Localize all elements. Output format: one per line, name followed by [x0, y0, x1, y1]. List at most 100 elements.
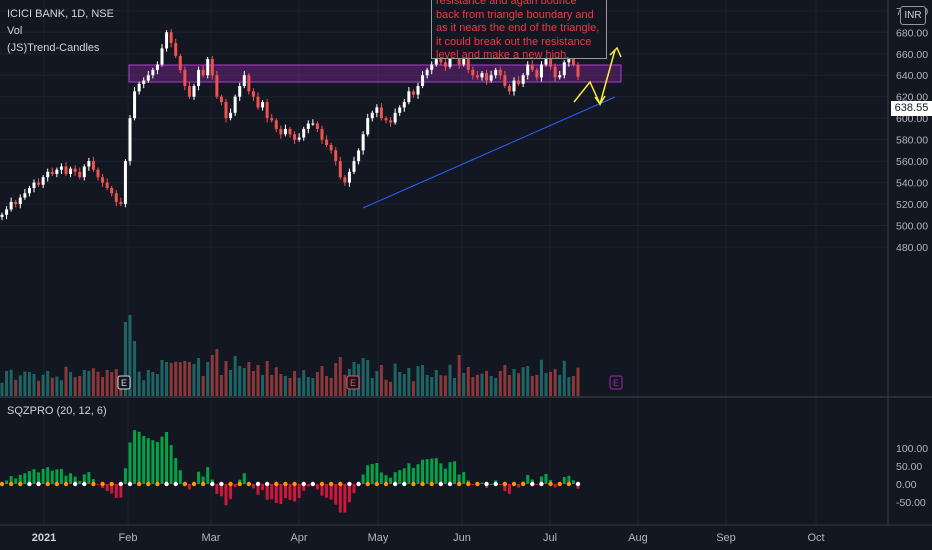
candle — [91, 156, 95, 172]
price-tick-label: 560.00 — [896, 156, 928, 168]
sqz-bar — [457, 474, 461, 484]
sqz-dot — [347, 481, 352, 487]
volume-bar — [18, 375, 22, 396]
candle — [37, 178, 41, 187]
volume-bar — [41, 374, 45, 396]
sqz-bar — [27, 471, 31, 484]
volume-bar — [302, 370, 306, 396]
sqz-bar — [361, 474, 365, 484]
candle-body — [297, 137, 301, 140]
volume-bar — [443, 375, 447, 396]
sqz-bar — [453, 461, 457, 484]
time-tick-label: 2021 — [32, 532, 56, 544]
candle-body — [443, 62, 447, 67]
candle — [329, 142, 333, 154]
candle-body — [151, 69, 155, 76]
sqz-tick-label: 0.00 — [896, 479, 917, 491]
volume-bar — [320, 366, 324, 396]
candle-body — [219, 96, 223, 103]
volume-bar — [128, 315, 132, 396]
sqz-bar — [242, 473, 246, 484]
sqz-bar — [517, 484, 521, 488]
candle — [347, 168, 351, 187]
sqz-dot — [383, 481, 389, 487]
candle — [311, 119, 315, 126]
currency-badge[interactable]: INR — [900, 6, 926, 25]
sqz-bar — [105, 484, 109, 491]
candle — [128, 114, 132, 166]
candle-body — [50, 171, 54, 175]
candle-body — [503, 75, 507, 86]
sqz-bar — [73, 476, 77, 484]
candle-body — [320, 128, 324, 140]
candle-body — [402, 102, 406, 108]
earnings-label: E — [613, 378, 619, 388]
volume-bar — [439, 375, 443, 396]
sqz-dot — [274, 481, 279, 487]
price-tick-label: 620.00 — [896, 92, 928, 104]
candle — [229, 108, 233, 121]
candle-body — [96, 169, 100, 178]
candle-body — [562, 62, 566, 76]
sqz-bar — [544, 473, 548, 484]
candle — [5, 206, 9, 220]
sqz-bar — [133, 430, 137, 484]
volume-bar — [553, 369, 557, 396]
volume-bar — [242, 368, 246, 396]
candle — [270, 113, 274, 123]
candle-body — [343, 177, 347, 183]
volume-bar — [73, 377, 77, 396]
candle — [485, 69, 489, 85]
candle-body — [283, 128, 287, 135]
volume-bar — [137, 371, 141, 396]
candle — [23, 189, 27, 200]
time-tick-label: Apr — [290, 532, 307, 544]
candle-body — [9, 201, 13, 210]
candle-body — [251, 91, 255, 97]
sqz-bar — [535, 484, 539, 485]
volume-bar — [283, 376, 287, 396]
candle-body — [466, 59, 470, 70]
price-tick-label: 500.00 — [896, 221, 928, 233]
sqz-dot — [237, 481, 242, 487]
volume-bar — [169, 363, 173, 396]
candle-body — [178, 55, 182, 70]
candle-body — [306, 123, 310, 129]
candle — [389, 117, 393, 127]
candle — [14, 199, 18, 208]
volume-bar — [91, 368, 95, 396]
candle — [288, 126, 292, 138]
sqz-dot — [36, 481, 41, 487]
candle — [238, 82, 242, 102]
volume-bar — [471, 377, 475, 396]
candle-body — [494, 69, 498, 76]
candle — [283, 124, 287, 137]
volume-bar — [398, 372, 402, 396]
volume-bar — [5, 371, 9, 396]
candle — [110, 185, 114, 197]
candle-body — [155, 64, 159, 70]
volume-bar — [146, 370, 150, 396]
candle — [421, 70, 425, 89]
sqz-bar — [352, 484, 356, 494]
candle — [549, 56, 553, 70]
sqz-dot — [493, 481, 498, 487]
sqz-bar — [439, 463, 443, 484]
sqz-bar — [82, 474, 86, 484]
volume-bar — [379, 365, 383, 396]
annotation-box[interactable]: resistance and again bounce back from tr… — [431, 0, 607, 59]
sqz-bar — [41, 468, 45, 484]
sqz-bar — [430, 458, 434, 484]
price-axis: 700.00680.00660.00640.00620.00600.00580.… — [896, 6, 928, 509]
sqz-bar — [402, 468, 406, 484]
candle-body — [5, 209, 9, 215]
candle — [9, 197, 13, 212]
sqz-dot — [210, 481, 215, 487]
volume-bar — [247, 362, 251, 396]
candle-body — [169, 32, 173, 44]
sqz-dot — [292, 481, 297, 487]
candle — [535, 67, 539, 81]
candle-body — [27, 187, 31, 194]
sqz-bar — [398, 470, 402, 484]
